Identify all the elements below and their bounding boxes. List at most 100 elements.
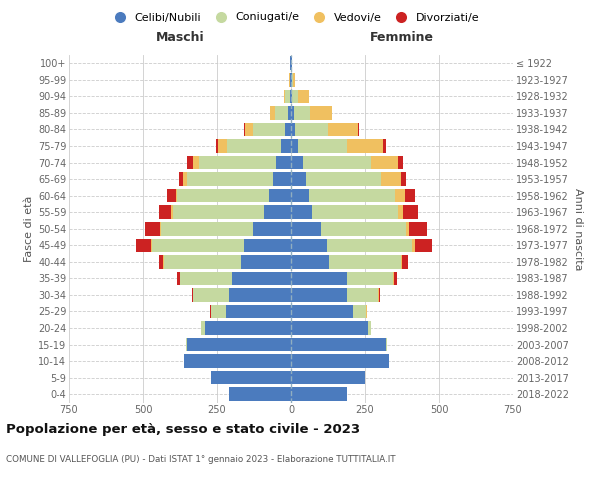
Bar xyxy=(358,122,359,136)
Bar xyxy=(184,354,291,368)
Bar xyxy=(158,255,163,268)
Bar xyxy=(298,139,347,153)
Bar xyxy=(353,304,367,318)
Bar xyxy=(326,238,412,252)
Bar xyxy=(395,189,405,202)
Bar xyxy=(291,272,347,285)
Text: Popolazione per età, sesso e stato civile - 2023: Popolazione per età, sesso e stato civil… xyxy=(6,422,360,436)
Bar xyxy=(291,388,347,401)
Bar xyxy=(291,206,312,219)
Bar xyxy=(303,156,371,170)
Bar xyxy=(292,73,293,86)
Bar xyxy=(402,255,408,268)
Bar xyxy=(291,371,365,384)
Bar xyxy=(270,106,275,120)
Bar xyxy=(159,206,171,219)
Bar xyxy=(291,222,320,235)
Bar xyxy=(403,206,418,219)
Bar xyxy=(415,238,433,252)
Bar xyxy=(288,106,291,120)
Bar xyxy=(320,222,406,235)
Bar xyxy=(291,90,292,103)
Bar xyxy=(193,288,229,302)
Bar xyxy=(291,255,329,268)
Bar xyxy=(294,106,310,120)
Bar xyxy=(227,139,281,153)
Bar xyxy=(328,122,358,136)
Bar xyxy=(347,272,393,285)
Bar xyxy=(295,122,328,136)
Bar xyxy=(199,156,276,170)
Bar xyxy=(187,172,273,186)
Bar xyxy=(309,189,395,202)
Bar xyxy=(226,304,291,318)
Bar xyxy=(306,172,381,186)
Bar xyxy=(291,322,368,335)
Bar xyxy=(379,288,380,302)
Bar xyxy=(291,172,306,186)
Bar xyxy=(371,156,398,170)
Bar xyxy=(244,238,291,252)
Bar xyxy=(253,222,291,235)
Bar xyxy=(312,206,398,219)
Y-axis label: Anni di nascita: Anni di nascita xyxy=(573,188,583,270)
Bar xyxy=(401,172,406,186)
Bar xyxy=(145,222,160,235)
Bar xyxy=(383,139,386,153)
Bar xyxy=(291,122,295,136)
Bar xyxy=(215,139,218,153)
Legend: Celibi/Nubili, Coniugati/e, Vedovi/e, Divorziati/e: Celibi/Nubili, Coniugati/e, Vedovi/e, Di… xyxy=(104,8,484,27)
Bar xyxy=(398,206,403,219)
Text: COMUNE DI VALLEFOGLIA (PU) - Dati ISTAT 1° gennaio 2023 - Elaborazione TUTTITALI: COMUNE DI VALLEFOGLIA (PU) - Dati ISTAT … xyxy=(6,455,395,464)
Bar xyxy=(412,238,415,252)
Bar xyxy=(281,139,291,153)
Bar xyxy=(275,106,288,120)
Y-axis label: Fasce di età: Fasce di età xyxy=(23,196,34,262)
Bar xyxy=(187,338,291,351)
Bar xyxy=(273,172,291,186)
Bar xyxy=(183,172,187,186)
Bar xyxy=(253,122,285,136)
Bar xyxy=(180,272,232,285)
Bar xyxy=(161,222,253,235)
Bar xyxy=(164,255,241,268)
Bar xyxy=(290,90,291,103)
Bar xyxy=(218,139,227,153)
Bar xyxy=(291,139,298,153)
Bar xyxy=(151,238,152,252)
Bar xyxy=(284,90,285,103)
Bar xyxy=(276,156,291,170)
Bar xyxy=(394,272,397,285)
Bar xyxy=(291,238,326,252)
Bar xyxy=(160,222,161,235)
Text: Femmine: Femmine xyxy=(370,31,434,44)
Bar xyxy=(398,156,403,170)
Bar xyxy=(232,272,291,285)
Bar xyxy=(293,73,295,86)
Bar xyxy=(291,288,347,302)
Bar xyxy=(187,156,193,170)
Bar xyxy=(179,172,183,186)
Bar xyxy=(347,288,379,302)
Bar xyxy=(186,338,187,351)
Bar xyxy=(192,288,193,302)
Bar xyxy=(381,172,401,186)
Bar xyxy=(205,322,291,335)
Bar xyxy=(347,139,383,153)
Bar xyxy=(229,388,291,401)
Bar xyxy=(285,122,291,136)
Bar xyxy=(405,189,415,202)
Bar xyxy=(177,272,180,285)
Bar xyxy=(193,156,199,170)
Bar xyxy=(177,189,269,202)
Bar xyxy=(291,354,389,368)
Bar xyxy=(167,189,176,202)
Bar xyxy=(211,371,291,384)
Bar xyxy=(285,90,290,103)
Bar xyxy=(152,238,244,252)
Bar xyxy=(310,106,332,120)
Bar xyxy=(409,222,427,235)
Bar xyxy=(229,288,291,302)
Bar xyxy=(329,255,401,268)
Bar xyxy=(136,238,151,252)
